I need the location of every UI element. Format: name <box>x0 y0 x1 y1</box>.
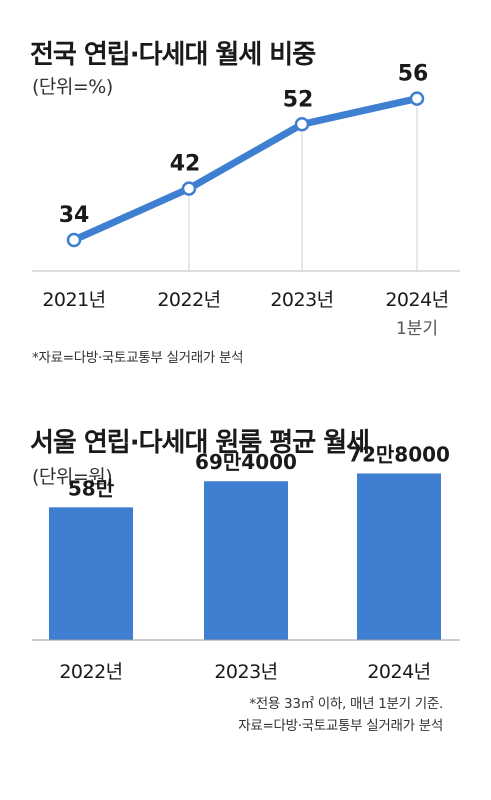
chart-unit: (단위=원) <box>32 466 113 488</box>
data-label: 42 <box>170 152 201 177</box>
chart-title: 전국 연립·다세대 월세 비중 <box>30 40 316 70</box>
data-label: 34 <box>59 203 90 228</box>
data-label: 56 <box>398 62 429 87</box>
chart-source-note: *자료=다방·국토교통부 실거래가 분석 <box>32 350 244 366</box>
series-line <box>70 95 421 244</box>
line-chart-panel: 전국 연립·다세대 월세 비중 (단위=%) 34 42 52 56 2021년 2022… <box>0 0 491 380</box>
data-point <box>294 117 310 132</box>
x-tick-label: 2021년 <box>42 289 105 311</box>
chart-title: 서울 연립·다세대 원룸 평균 월세 <box>30 428 370 458</box>
x-tick-sublabel: 1분기 <box>396 319 438 339</box>
data-label: 52 <box>283 87 314 112</box>
x-tick-label: 2022년 <box>59 661 122 683</box>
x-tick-label: 2022년 <box>157 289 220 311</box>
data-label: 69만4000 <box>195 450 297 474</box>
data-label: 72만8000 <box>348 442 450 466</box>
data-point <box>409 91 425 106</box>
bar-chart-panel: 서울 연립·다세대 원룸 평균 월세 (단위=원) 58만 2022년 69만400… <box>0 410 491 790</box>
chart-footnote: *전용 33㎡ 이하, 매년 1분기 기준. <box>249 696 443 712</box>
chart-unit: (단위=%) <box>32 76 113 98</box>
x-tick-label: 2024년 <box>385 289 448 311</box>
bar <box>204 481 288 640</box>
bar-chart-plot: 58만 2022년 69만4000 2023년 72만8000 2024년 <box>32 442 460 683</box>
data-point <box>181 181 197 196</box>
data-point <box>66 232 82 248</box>
line-chart-plot: 34 42 52 56 2021년 2022년 2023년 2024년 1분기 <box>32 62 460 339</box>
bar <box>49 507 133 640</box>
x-tick-label: 2024년 <box>367 661 430 683</box>
x-tick-label: 2023년 <box>270 289 333 311</box>
chart-source-note: 자료=다방·국토교통부 실거래가 분석 <box>238 718 443 734</box>
data-label: 58만 <box>68 476 115 500</box>
bar <box>357 473 441 640</box>
x-tick-label: 2023년 <box>214 661 277 683</box>
